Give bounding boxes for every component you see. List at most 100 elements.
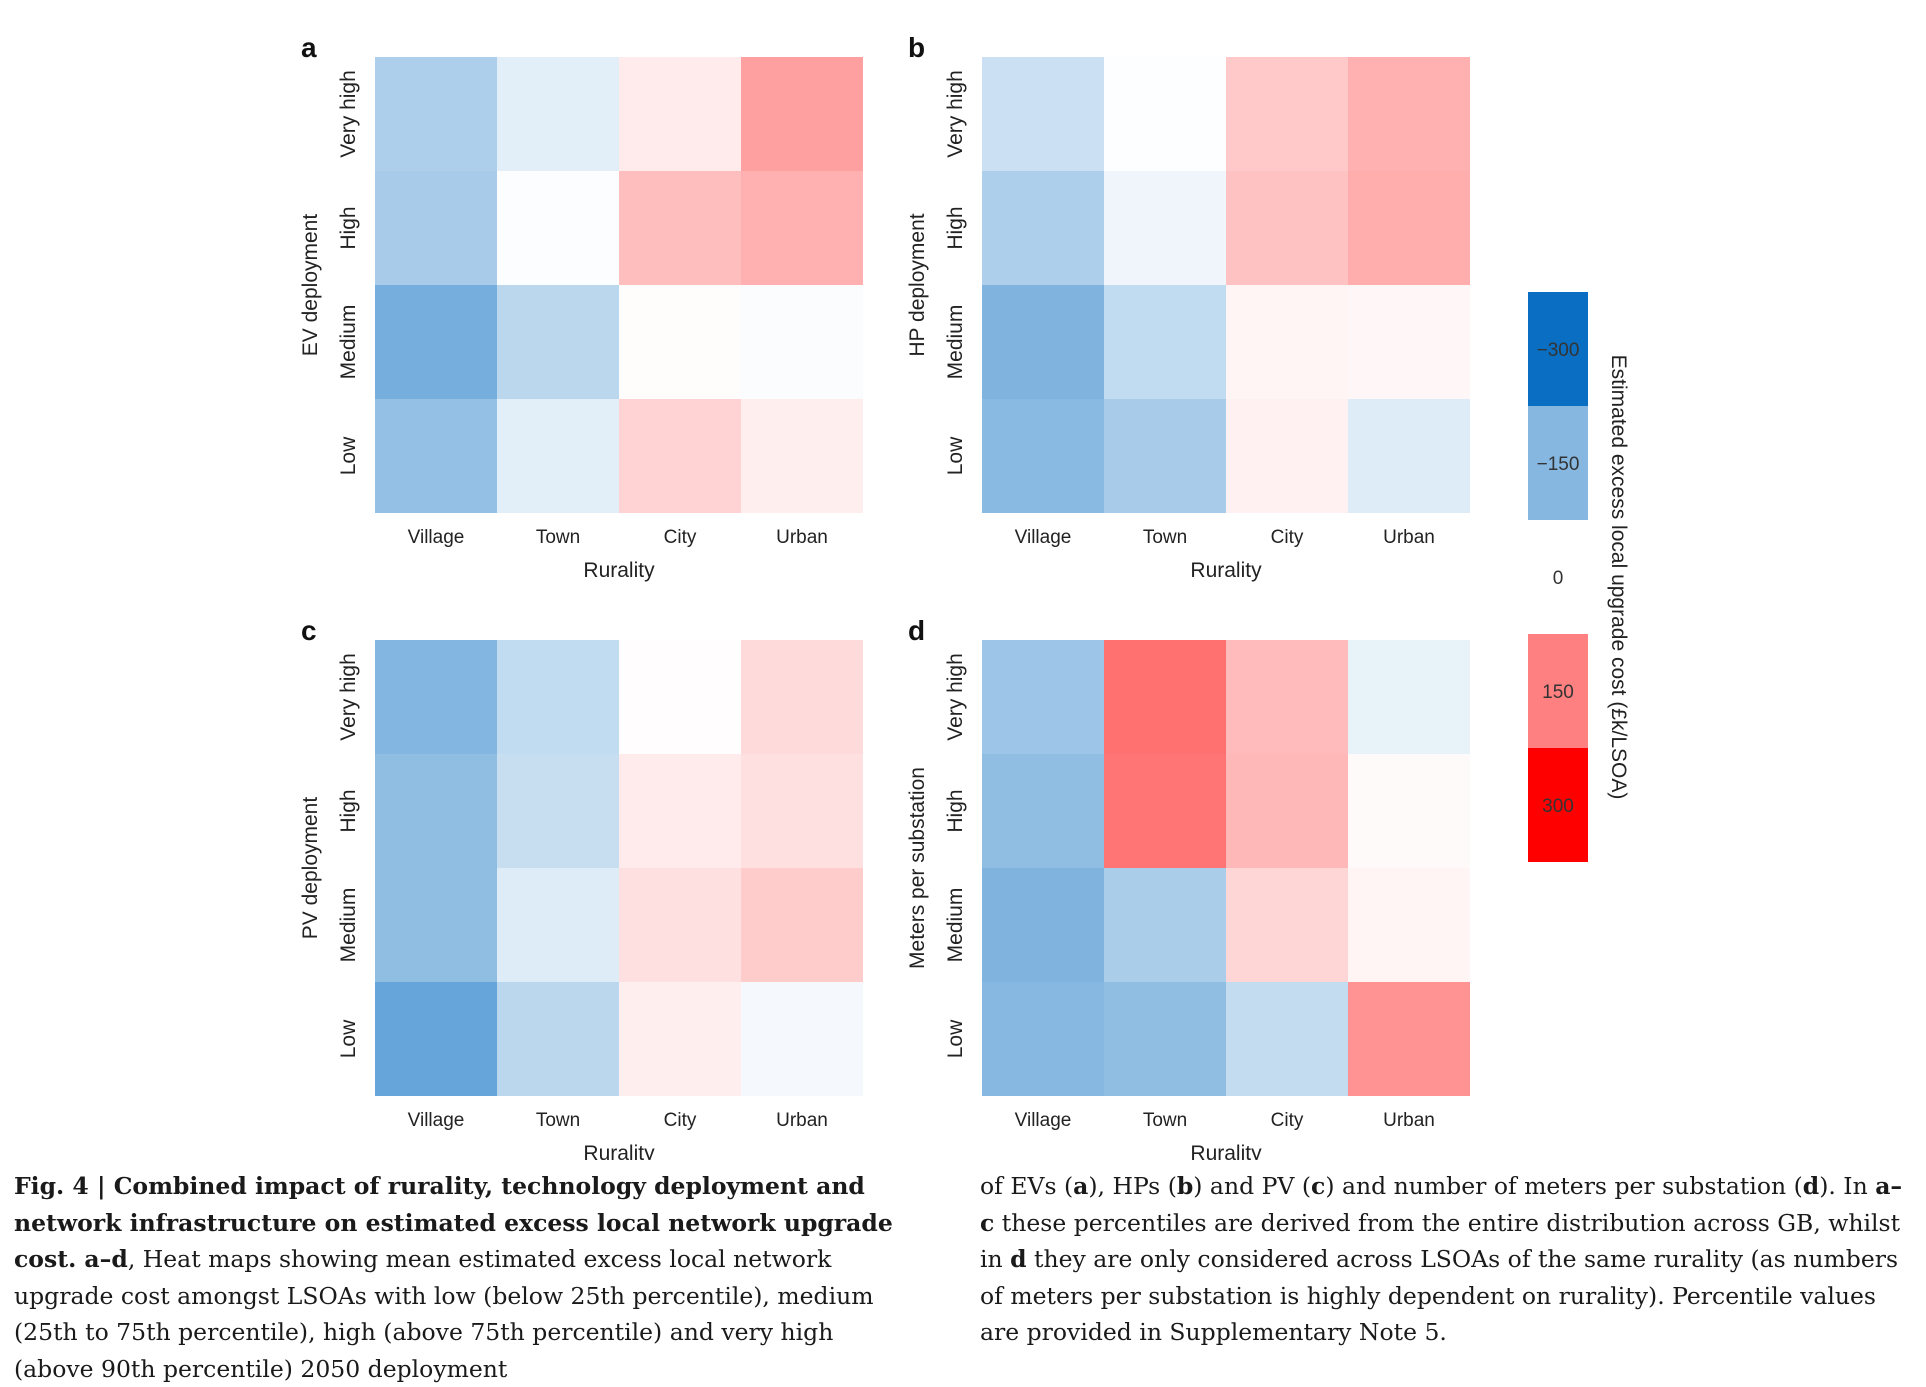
- heatmap-cell: [982, 982, 1104, 1096]
- y-tick-label: Medium: [944, 305, 967, 380]
- colorbar-tick-label: −150: [1537, 454, 1580, 475]
- heatmap-cell: [1348, 285, 1470, 399]
- caption-run: ) and PV (: [1193, 1172, 1312, 1200]
- y-tick-label: Very high: [337, 70, 360, 158]
- heatmap-cell: [741, 399, 863, 513]
- x-tick-label: Urban: [776, 527, 828, 548]
- heatmap-cell: [1226, 868, 1348, 982]
- heatmap-cell: [741, 982, 863, 1096]
- heatmap-cell: [619, 399, 741, 513]
- heatmap-cell: [741, 754, 863, 868]
- heatmap-cell: [619, 868, 741, 982]
- y-tick-label: Medium: [944, 888, 967, 963]
- y-tick-label: Very high: [944, 653, 967, 741]
- x-tick-label: City: [1271, 1110, 1304, 1131]
- caption-left-column: Fig. 4 | Combined impact of rurality, te…: [14, 1168, 919, 1387]
- heatmap-cell: [741, 640, 863, 754]
- panel-label: b: [908, 32, 925, 63]
- y-axis-label: Meters per substation: [906, 767, 929, 969]
- caption-ref: d: [1010, 1245, 1027, 1273]
- colorbar-tick-label: 150: [1542, 682, 1574, 703]
- heatmap-cell: [1104, 285, 1226, 399]
- y-tick-label: High: [337, 789, 360, 832]
- x-tick-label: Village: [408, 1110, 465, 1131]
- heatmap-cell: [1226, 640, 1348, 754]
- x-tick-label: Town: [1143, 527, 1187, 548]
- x-tick-label: Urban: [1383, 527, 1435, 548]
- heatmap-panel-c: Village Town City Urban Very high High Medium L…: [299, 615, 863, 1160]
- heatmap-cell: [1104, 399, 1226, 513]
- x-tick-label: City: [664, 1110, 697, 1131]
- y-tick-label: Low: [337, 436, 360, 475]
- heatmap-cell: [741, 57, 863, 171]
- heatmap-cell: [375, 57, 497, 171]
- heatmap-cell: [1104, 982, 1226, 1096]
- heatmap-cell: [1226, 285, 1348, 399]
- y-tick-label: High: [944, 206, 967, 249]
- y-axis-label: EV deployment: [299, 214, 322, 357]
- heatmap-cell: [1104, 171, 1226, 285]
- heatmap-cell: [375, 399, 497, 513]
- colorbar: −300 −150 0 150 300 Estimated excess local up…: [1528, 292, 1630, 862]
- panel-label: c: [301, 615, 317, 646]
- y-tick-label: Medium: [337, 305, 360, 380]
- y-axis-label: HP deployment: [906, 213, 929, 356]
- x-tick-label: Town: [536, 1110, 580, 1131]
- x-tick-label: Village: [1015, 527, 1072, 548]
- heatmap-cell: [1104, 57, 1226, 171]
- x-axis-label: Rurality: [583, 559, 655, 582]
- heatmap-cell: [619, 171, 741, 285]
- heatmap-panel-d: Village Town City Urban Very high High Medium L…: [906, 615, 1470, 1160]
- heatmap-cell: [619, 285, 741, 399]
- x-axis-label: Rurality: [583, 1142, 655, 1160]
- heatmap-cell: [1104, 640, 1226, 754]
- caption-ref: a–c: [980, 1172, 1903, 1237]
- heatmap-cell: [375, 171, 497, 285]
- y-tick-label: Very high: [944, 70, 967, 158]
- heatmap-cell: [497, 285, 619, 399]
- colorbar-segment: [1528, 634, 1588, 748]
- heatmap-cell: [741, 868, 863, 982]
- heatmap-cell: [375, 868, 497, 982]
- heatmap-cell: [375, 640, 497, 754]
- x-tick-label: City: [664, 527, 697, 548]
- heatmap-cell: [982, 868, 1104, 982]
- heatmap-cell: [619, 982, 741, 1096]
- caption-separator: |: [88, 1172, 114, 1200]
- heatmap-cell: [982, 57, 1104, 171]
- caption-run: ) and number of meters per substation (: [1325, 1172, 1803, 1200]
- caption-ref: a: [1073, 1172, 1089, 1200]
- x-tick-label: Urban: [776, 1110, 828, 1131]
- heatmap-cell: [1348, 868, 1470, 982]
- colorbar-tick-label: −300: [1537, 340, 1580, 361]
- colorbar-tick-label: 300: [1542, 796, 1574, 817]
- heatmap-cell: [497, 399, 619, 513]
- heatmap-cell: [497, 868, 619, 982]
- x-axis-label: Rurality: [1190, 559, 1262, 582]
- caption-run: of EVs (: [980, 1172, 1074, 1200]
- heatmap-cell: [982, 171, 1104, 285]
- caption-run: they are only considered across LSOAs of…: [980, 1245, 1899, 1346]
- colorbar-segment: [1528, 292, 1588, 406]
- colorbar-segment: [1528, 406, 1588, 520]
- heatmap-cell: [497, 57, 619, 171]
- heatmap-cell: [1104, 868, 1226, 982]
- heatmap-cell: [1226, 57, 1348, 171]
- y-tick-label: Low: [944, 1019, 967, 1058]
- caption-body-left: , Heat maps showing mean estimated exces…: [14, 1245, 874, 1383]
- caption-ref: d: [1802, 1172, 1820, 1200]
- heatmap-cell: [375, 285, 497, 399]
- heatmap-cell: [982, 285, 1104, 399]
- heatmap-cell: [1104, 754, 1226, 868]
- x-tick-label: City: [1271, 527, 1304, 548]
- y-tick-label: High: [944, 789, 967, 832]
- heatmap-panel-a: Village Town City Urban Very high High Medium L…: [299, 32, 863, 582]
- caption-title: Combined impact of rurality, technology …: [14, 1172, 893, 1273]
- colorbar-segment: [1528, 520, 1588, 634]
- caption-run: ), HPs (: [1088, 1172, 1177, 1200]
- heatmap-cell: [1348, 754, 1470, 868]
- heatmap-panel-b: Village Town City Urban Very high High Medium L…: [906, 32, 1470, 582]
- heatmap-cell: [1348, 171, 1470, 285]
- panel-label: d: [908, 615, 925, 646]
- figure-canvas: Village Town City Urban Very high High Medium L…: [299, 32, 1630, 1160]
